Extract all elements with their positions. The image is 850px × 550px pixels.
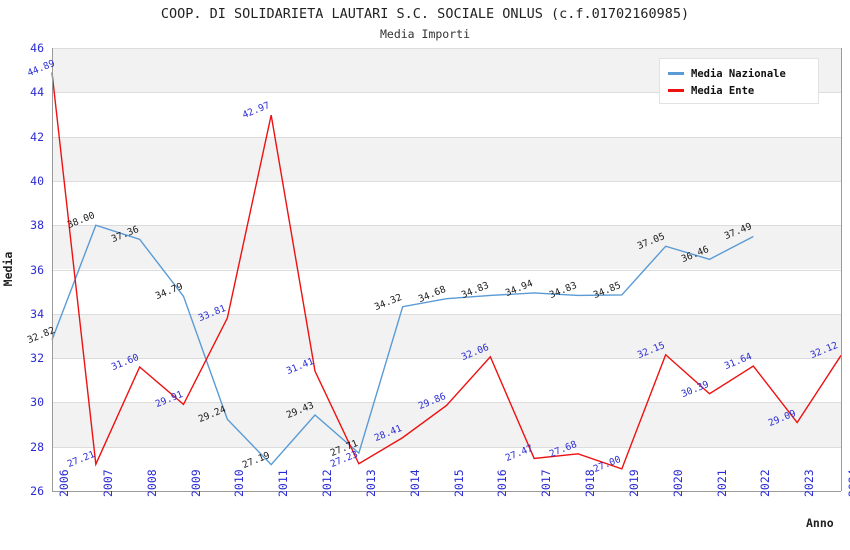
gridline — [52, 48, 841, 49]
y-tick-label: 28 — [30, 439, 44, 454]
gridline — [52, 446, 841, 448]
x-tick-label: 2016 — [495, 469, 510, 497]
x-tick-label: 2022 — [758, 469, 773, 497]
gridline — [52, 313, 841, 315]
gridline — [52, 180, 841, 182]
y-tick-label: 34 — [30, 306, 44, 321]
x-tick-label: 2008 — [144, 469, 159, 497]
y-tick-label: 44 — [30, 85, 44, 100]
y-tick-label: 38 — [30, 218, 44, 233]
legend-label-nazionale: Media Nazionale — [691, 67, 786, 80]
y-tick-label: 32 — [30, 351, 44, 366]
x-axis-line — [52, 491, 841, 492]
x-tick-label: 2014 — [407, 469, 422, 497]
legend-item[interactable]: Media Ente — [668, 82, 810, 99]
plot-right-border — [841, 48, 842, 491]
grid-band — [52, 225, 841, 270]
gridline — [52, 136, 841, 138]
x-tick-label: 2023 — [802, 469, 817, 497]
x-tick-label: 2015 — [451, 469, 466, 497]
plot-area — [51, 48, 842, 492]
grid-band — [52, 402, 841, 447]
x-tick-label: 2019 — [626, 469, 641, 497]
x-tick-label: 2012 — [320, 469, 334, 497]
x-tick-label: 2013 — [363, 469, 378, 497]
series-lines — [51, 72, 842, 470]
y-axis-line — [52, 48, 53, 491]
line-media-ente — [51, 72, 842, 470]
x-tick-label: 2006 — [57, 469, 71, 497]
y-tick-label: 42 — [30, 129, 44, 144]
x-tick-label: 2020 — [670, 469, 685, 497]
gridline — [52, 225, 841, 227]
y-tick-label: 26 — [30, 484, 44, 498]
x-tick-label: 2017 — [539, 469, 554, 497]
gridline — [52, 92, 841, 94]
legend-swatch-ente — [668, 89, 684, 92]
y-tick-label: 40 — [30, 173, 44, 188]
x-axis-label: Anno — [806, 516, 834, 530]
x-tick-label: 2021 — [714, 469, 729, 497]
gridline — [52, 402, 841, 404]
legend-swatch-nazionale — [668, 72, 684, 75]
y-tick-label: 30 — [30, 395, 44, 410]
x-tick-label: 2011 — [276, 469, 291, 497]
x-tick-label: 2007 — [100, 469, 115, 497]
x-tick-label: 2024 — [846, 469, 850, 497]
x-tick-label: 2010 — [232, 469, 247, 497]
legend-label-ente: Media Ente — [691, 84, 755, 97]
gridline — [52, 358, 841, 360]
gridline — [52, 269, 841, 271]
chart-legend: Media Nazionale Media Ente — [659, 58, 819, 104]
chart-title: COOP. DI SOLIDARIETA LAUTARI S.C. SOCIAL… — [160, 6, 690, 22]
legend-item[interactable]: Media Nazionale — [668, 65, 810, 82]
line-media-nazionale — [51, 224, 754, 466]
x-tick-label: 2009 — [188, 469, 203, 497]
y-tick-label: 46 — [30, 41, 44, 55]
y-tick-label: 36 — [30, 262, 44, 277]
grid-band — [52, 313, 841, 359]
grid-band — [52, 136, 841, 181]
chart-subtitle: Media Importi — [379, 27, 470, 41]
